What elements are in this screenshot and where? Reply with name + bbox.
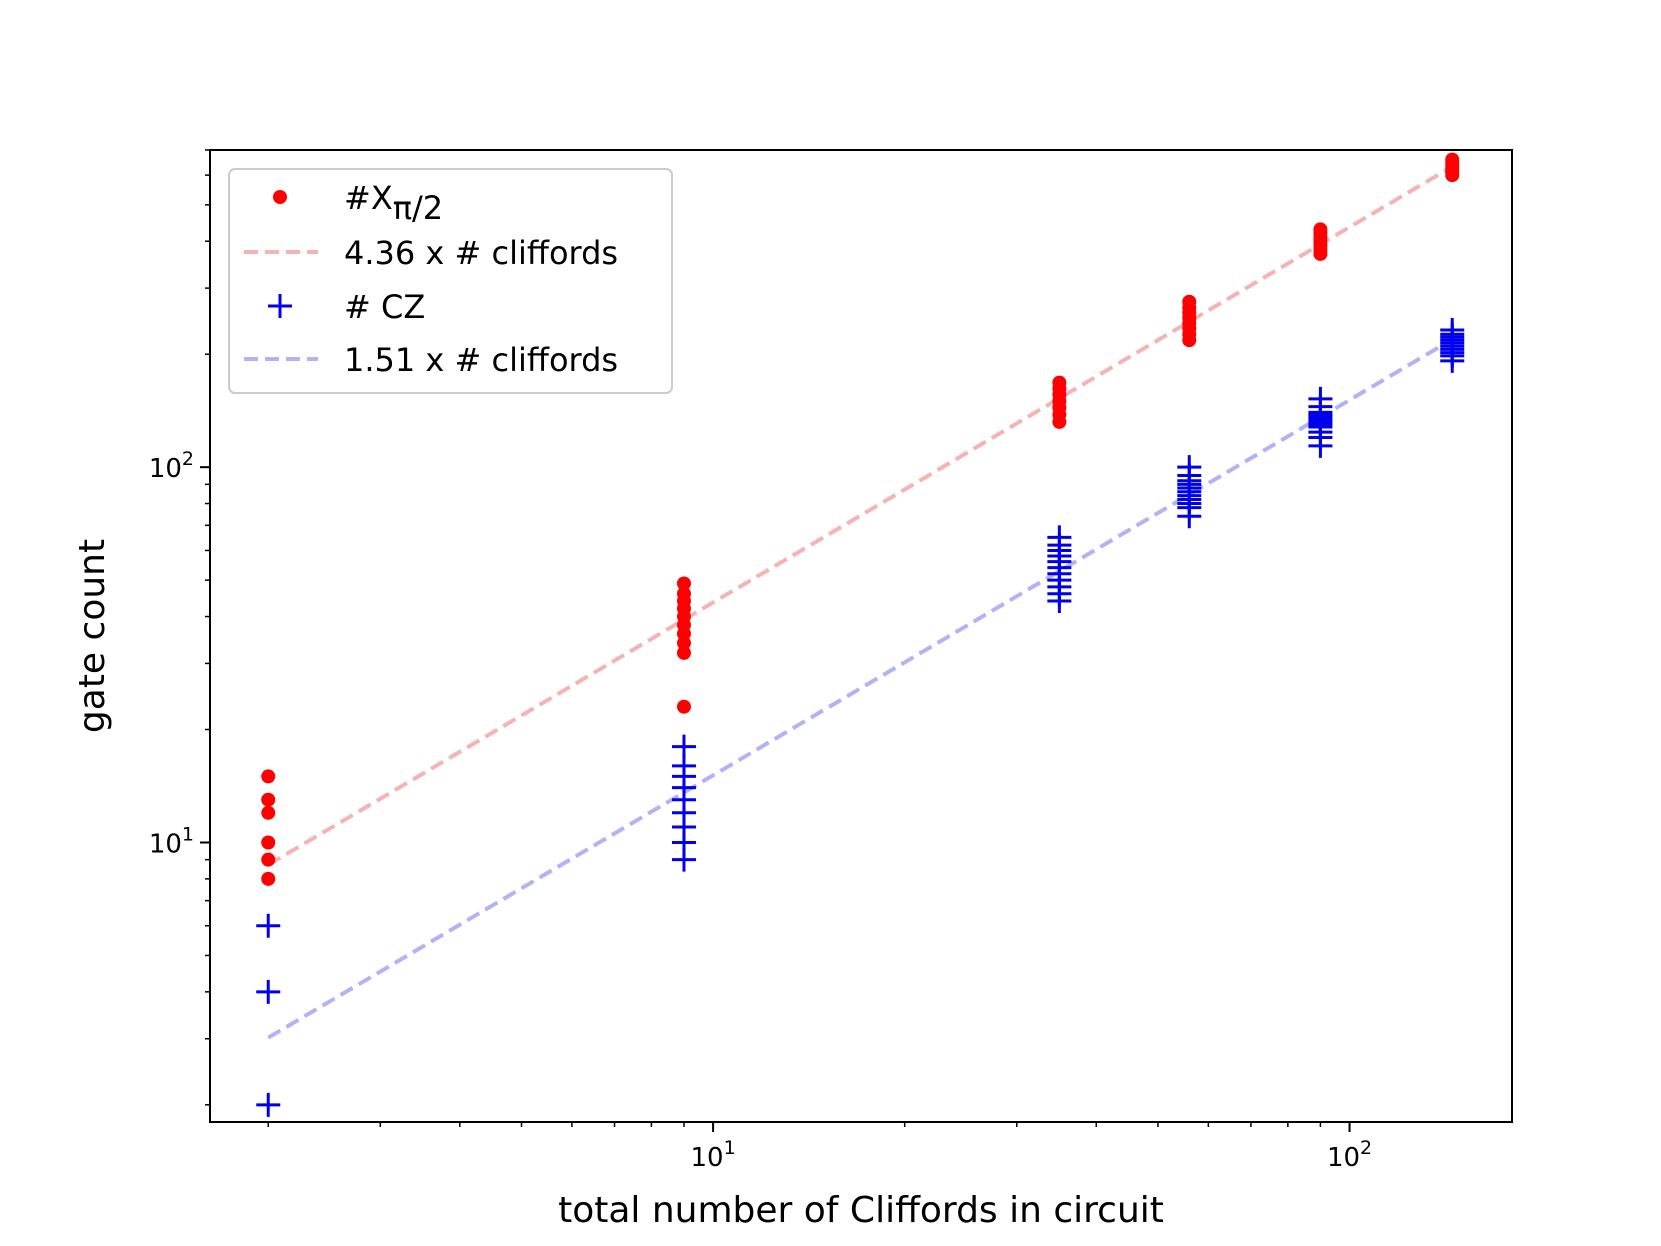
x-tick-label-base: 10 xyxy=(691,1143,724,1173)
xpi2-point xyxy=(261,805,276,820)
cz-point xyxy=(256,913,281,938)
cz-point xyxy=(256,1092,281,1117)
xpi2-point xyxy=(676,699,691,714)
cz-point xyxy=(1047,525,1072,550)
xpi2-point xyxy=(676,645,691,660)
y-tick-label-base: 10 xyxy=(149,454,182,484)
xpi2-point xyxy=(261,769,276,784)
xpi2-point xyxy=(261,835,276,850)
y-tick-label: 102 xyxy=(149,448,194,484)
xpi2-point xyxy=(1313,222,1328,237)
legend-label-xpi2: #Xπ/2 xyxy=(344,179,443,227)
legend-marker-cz xyxy=(268,294,292,318)
xpi2-point xyxy=(1182,294,1197,309)
y-tick-label-exponent: 1 xyxy=(182,823,194,845)
plot-content xyxy=(256,152,1465,1117)
cz-point xyxy=(1440,318,1465,343)
plot-frame xyxy=(209,149,1513,1123)
cz-point xyxy=(1308,386,1333,411)
y-tick-label-base: 10 xyxy=(149,829,182,859)
cz-point xyxy=(1177,455,1202,480)
legend-marker-xpi2 xyxy=(273,190,287,204)
x-tick-label-exponent: 2 xyxy=(1360,1137,1372,1159)
xpi2-point xyxy=(1445,152,1460,167)
y-axis-label: gate count xyxy=(72,539,113,733)
xpi2-point xyxy=(676,586,691,601)
xpi2-point xyxy=(676,576,691,591)
xpi2-point xyxy=(261,792,276,807)
legend-label-cz-fit: 1.51 x # cliffords xyxy=(344,341,618,379)
xpi2-point xyxy=(261,871,276,886)
cz-point xyxy=(671,734,696,759)
legend-label-xpi2-sub: π/2 xyxy=(393,189,443,227)
x-axis-label: total number of Cliffords in circuit xyxy=(558,1190,1164,1231)
x-tick-label-exponent: 1 xyxy=(724,1137,736,1159)
xpi2-point xyxy=(261,852,276,867)
legend-label-cz: # CZ xyxy=(344,288,425,326)
xpi2-point xyxy=(1052,375,1067,390)
legend-label-xpi2-main: #X xyxy=(344,179,393,217)
legend-label-xpi2-fit: 4.36 x # cliffords xyxy=(344,234,618,272)
fit-line-1 xyxy=(267,164,1454,867)
x-tick-label: 101 xyxy=(691,1137,736,1173)
fit-line-3 xyxy=(267,337,1454,1040)
cz-point xyxy=(256,979,281,1004)
y-tick-label: 101 xyxy=(149,823,194,859)
x-tick-label: 102 xyxy=(1327,1137,1372,1173)
x-tick-label-base: 10 xyxy=(1327,1143,1360,1173)
y-tick-label-exponent: 2 xyxy=(182,448,194,470)
legend: #Xπ/2 4.36 x # cliffords # CZ 1.51 x # c… xyxy=(228,168,673,394)
legend-frame xyxy=(228,168,673,394)
